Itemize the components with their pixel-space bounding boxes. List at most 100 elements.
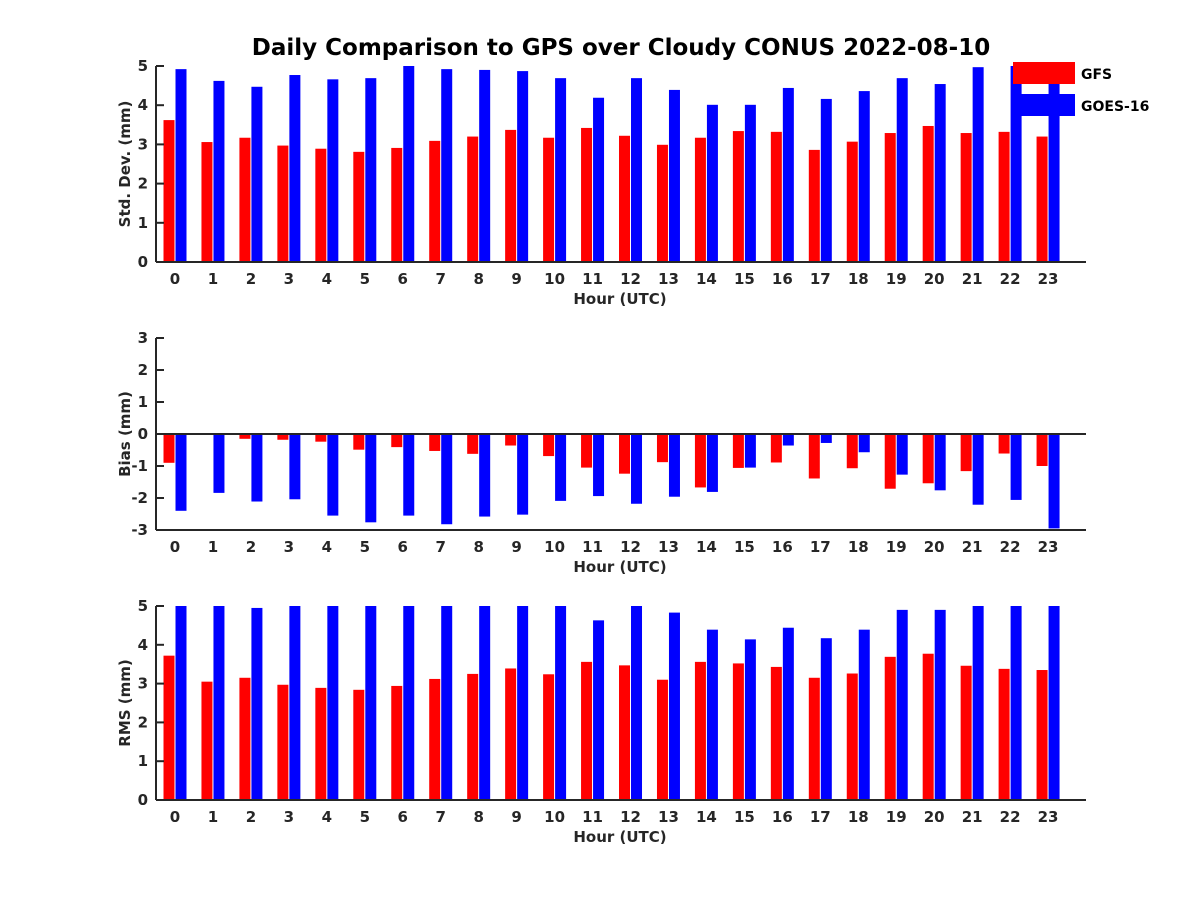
x-tick-label: 10 (544, 808, 565, 826)
x-tick-label: 15 (734, 270, 755, 288)
bar-gfs-hour-3 (277, 145, 289, 262)
x-tick-label: 21 (962, 270, 983, 288)
x-tick-label: 2 (246, 808, 256, 826)
x-tick-label: 2 (246, 538, 256, 556)
x-tick-label: 20 (924, 808, 945, 826)
y-tick-label: 5 (138, 57, 148, 75)
x-tick-label: 12 (620, 538, 641, 556)
legend-label-goes16: GOES-16 (1081, 99, 1149, 115)
x-tick-label: 22 (1000, 538, 1021, 556)
x-axis-label: Hour (UTC) (573, 828, 666, 846)
bar-goes16-hour-2 (251, 434, 263, 502)
x-tick-label: 18 (848, 538, 869, 556)
x-tick-label: 19 (886, 538, 907, 556)
bar-goes16-hour-6 (403, 66, 415, 262)
x-tick-label: 3 (284, 538, 294, 556)
bar-gfs-hour-17 (808, 677, 820, 800)
bar-gfs-hour-18 (846, 434, 858, 469)
bar-goes16-hour-23 (1048, 434, 1060, 529)
bar-goes16-hour-15 (744, 639, 756, 800)
bar-gfs-hour-16 (770, 434, 782, 463)
bar-goes16-hour-22 (1010, 606, 1022, 800)
x-tick-label: 10 (544, 270, 565, 288)
bar-gfs-hour-8 (467, 136, 479, 262)
bar-goes16-hour-13 (668, 612, 680, 800)
bar-goes16-hour-16 (782, 87, 794, 263)
bar-gfs-hour-2 (239, 677, 251, 800)
bar-gfs-hour-14 (694, 661, 706, 800)
bar-gfs-hour-15 (732, 663, 744, 800)
y-tick-label: 3 (138, 675, 148, 693)
bar-goes16-hour-16 (782, 434, 794, 446)
x-tick-label: 3 (284, 270, 294, 288)
bar-gfs-hour-6 (391, 685, 403, 800)
bar-gfs-hour-16 (770, 131, 782, 262)
bar-gfs-hour-8 (467, 673, 479, 800)
y-tick-label: 2 (138, 361, 148, 379)
y-tick-label: -3 (131, 521, 148, 539)
bar-gfs-hour-9 (505, 434, 517, 446)
y-tick-label: 2 (138, 175, 148, 193)
bar-gfs-hour-1 (201, 681, 213, 800)
bar-goes16-hour-12 (631, 434, 643, 504)
bar-goes16-hour-7 (441, 69, 453, 262)
bar-gfs-hour-13 (656, 679, 668, 800)
bar-gfs-hour-0 (163, 434, 175, 463)
bar-gfs-hour-20 (922, 653, 934, 800)
bar-goes16-hour-20 (934, 609, 946, 800)
x-tick-label: 19 (886, 808, 907, 826)
y-tick-label: -2 (131, 489, 148, 507)
bar-gfs-hour-6 (391, 434, 403, 448)
x-tick-label: 23 (1038, 538, 1059, 556)
x-tick-label: 6 (398, 538, 408, 556)
bar-goes16-hour-16 (782, 627, 794, 800)
x-tick-label: 14 (696, 538, 717, 556)
x-tick-label: 17 (810, 808, 831, 826)
y-tick-label: 1 (138, 752, 148, 770)
bar-goes16-hour-8 (479, 606, 491, 800)
x-tick-label: 19 (886, 270, 907, 288)
y-tick-label: 2 (138, 713, 148, 731)
bar-goes16-hour-4 (327, 434, 339, 516)
x-tick-label: 5 (360, 270, 370, 288)
x-tick-label: 13 (658, 538, 679, 556)
x-tick-label: 21 (962, 808, 983, 826)
x-tick-label: 12 (620, 808, 641, 826)
bar-gfs-hour-12 (619, 434, 631, 474)
x-tick-label: 8 (473, 808, 483, 826)
bar-gfs-hour-0 (163, 120, 175, 262)
x-tick-label: 4 (322, 808, 332, 826)
bar-goes16-hour-8 (479, 434, 491, 517)
legend-label-gfs: GFS (1081, 67, 1112, 83)
bar-gfs-hour-3 (277, 684, 289, 800)
x-tick-label: 15 (734, 538, 755, 556)
bar-goes16-hour-1 (213, 80, 225, 262)
bar-gfs-hour-14 (694, 434, 706, 488)
x-tick-label: 13 (658, 808, 679, 826)
x-tick-label: 21 (962, 538, 983, 556)
bar-goes16-hour-11 (593, 434, 605, 497)
x-tick-label: 10 (544, 538, 565, 556)
x-tick-label: 11 (582, 808, 603, 826)
bar-goes16-hour-17 (820, 98, 832, 262)
legend-swatch-gfs (1013, 62, 1075, 84)
y-tick-label: 0 (138, 425, 148, 443)
bar-goes16-hour-11 (593, 97, 605, 262)
x-tick-label: 22 (1000, 270, 1021, 288)
bar-gfs-hour-19 (884, 434, 896, 489)
y-tick-label: 1 (138, 214, 148, 232)
bar-gfs-hour-2 (239, 137, 251, 262)
bar-gfs-hour-16 (770, 666, 782, 800)
x-tick-label: 0 (170, 808, 180, 826)
bar-goes16-hour-18 (858, 91, 870, 262)
bar-goes16-hour-18 (858, 629, 870, 800)
y-tick-label: 3 (138, 135, 148, 153)
bar-gfs-hour-11 (581, 434, 593, 468)
bar-gfs-hour-22 (998, 131, 1010, 262)
bar-gfs-hour-11 (581, 661, 593, 800)
x-tick-label: 16 (772, 538, 793, 556)
bar-goes16-hour-7 (441, 606, 453, 800)
x-tick-label: 18 (848, 270, 869, 288)
bar-goes16-hour-18 (858, 434, 870, 453)
bar-gfs-hour-22 (998, 434, 1010, 454)
